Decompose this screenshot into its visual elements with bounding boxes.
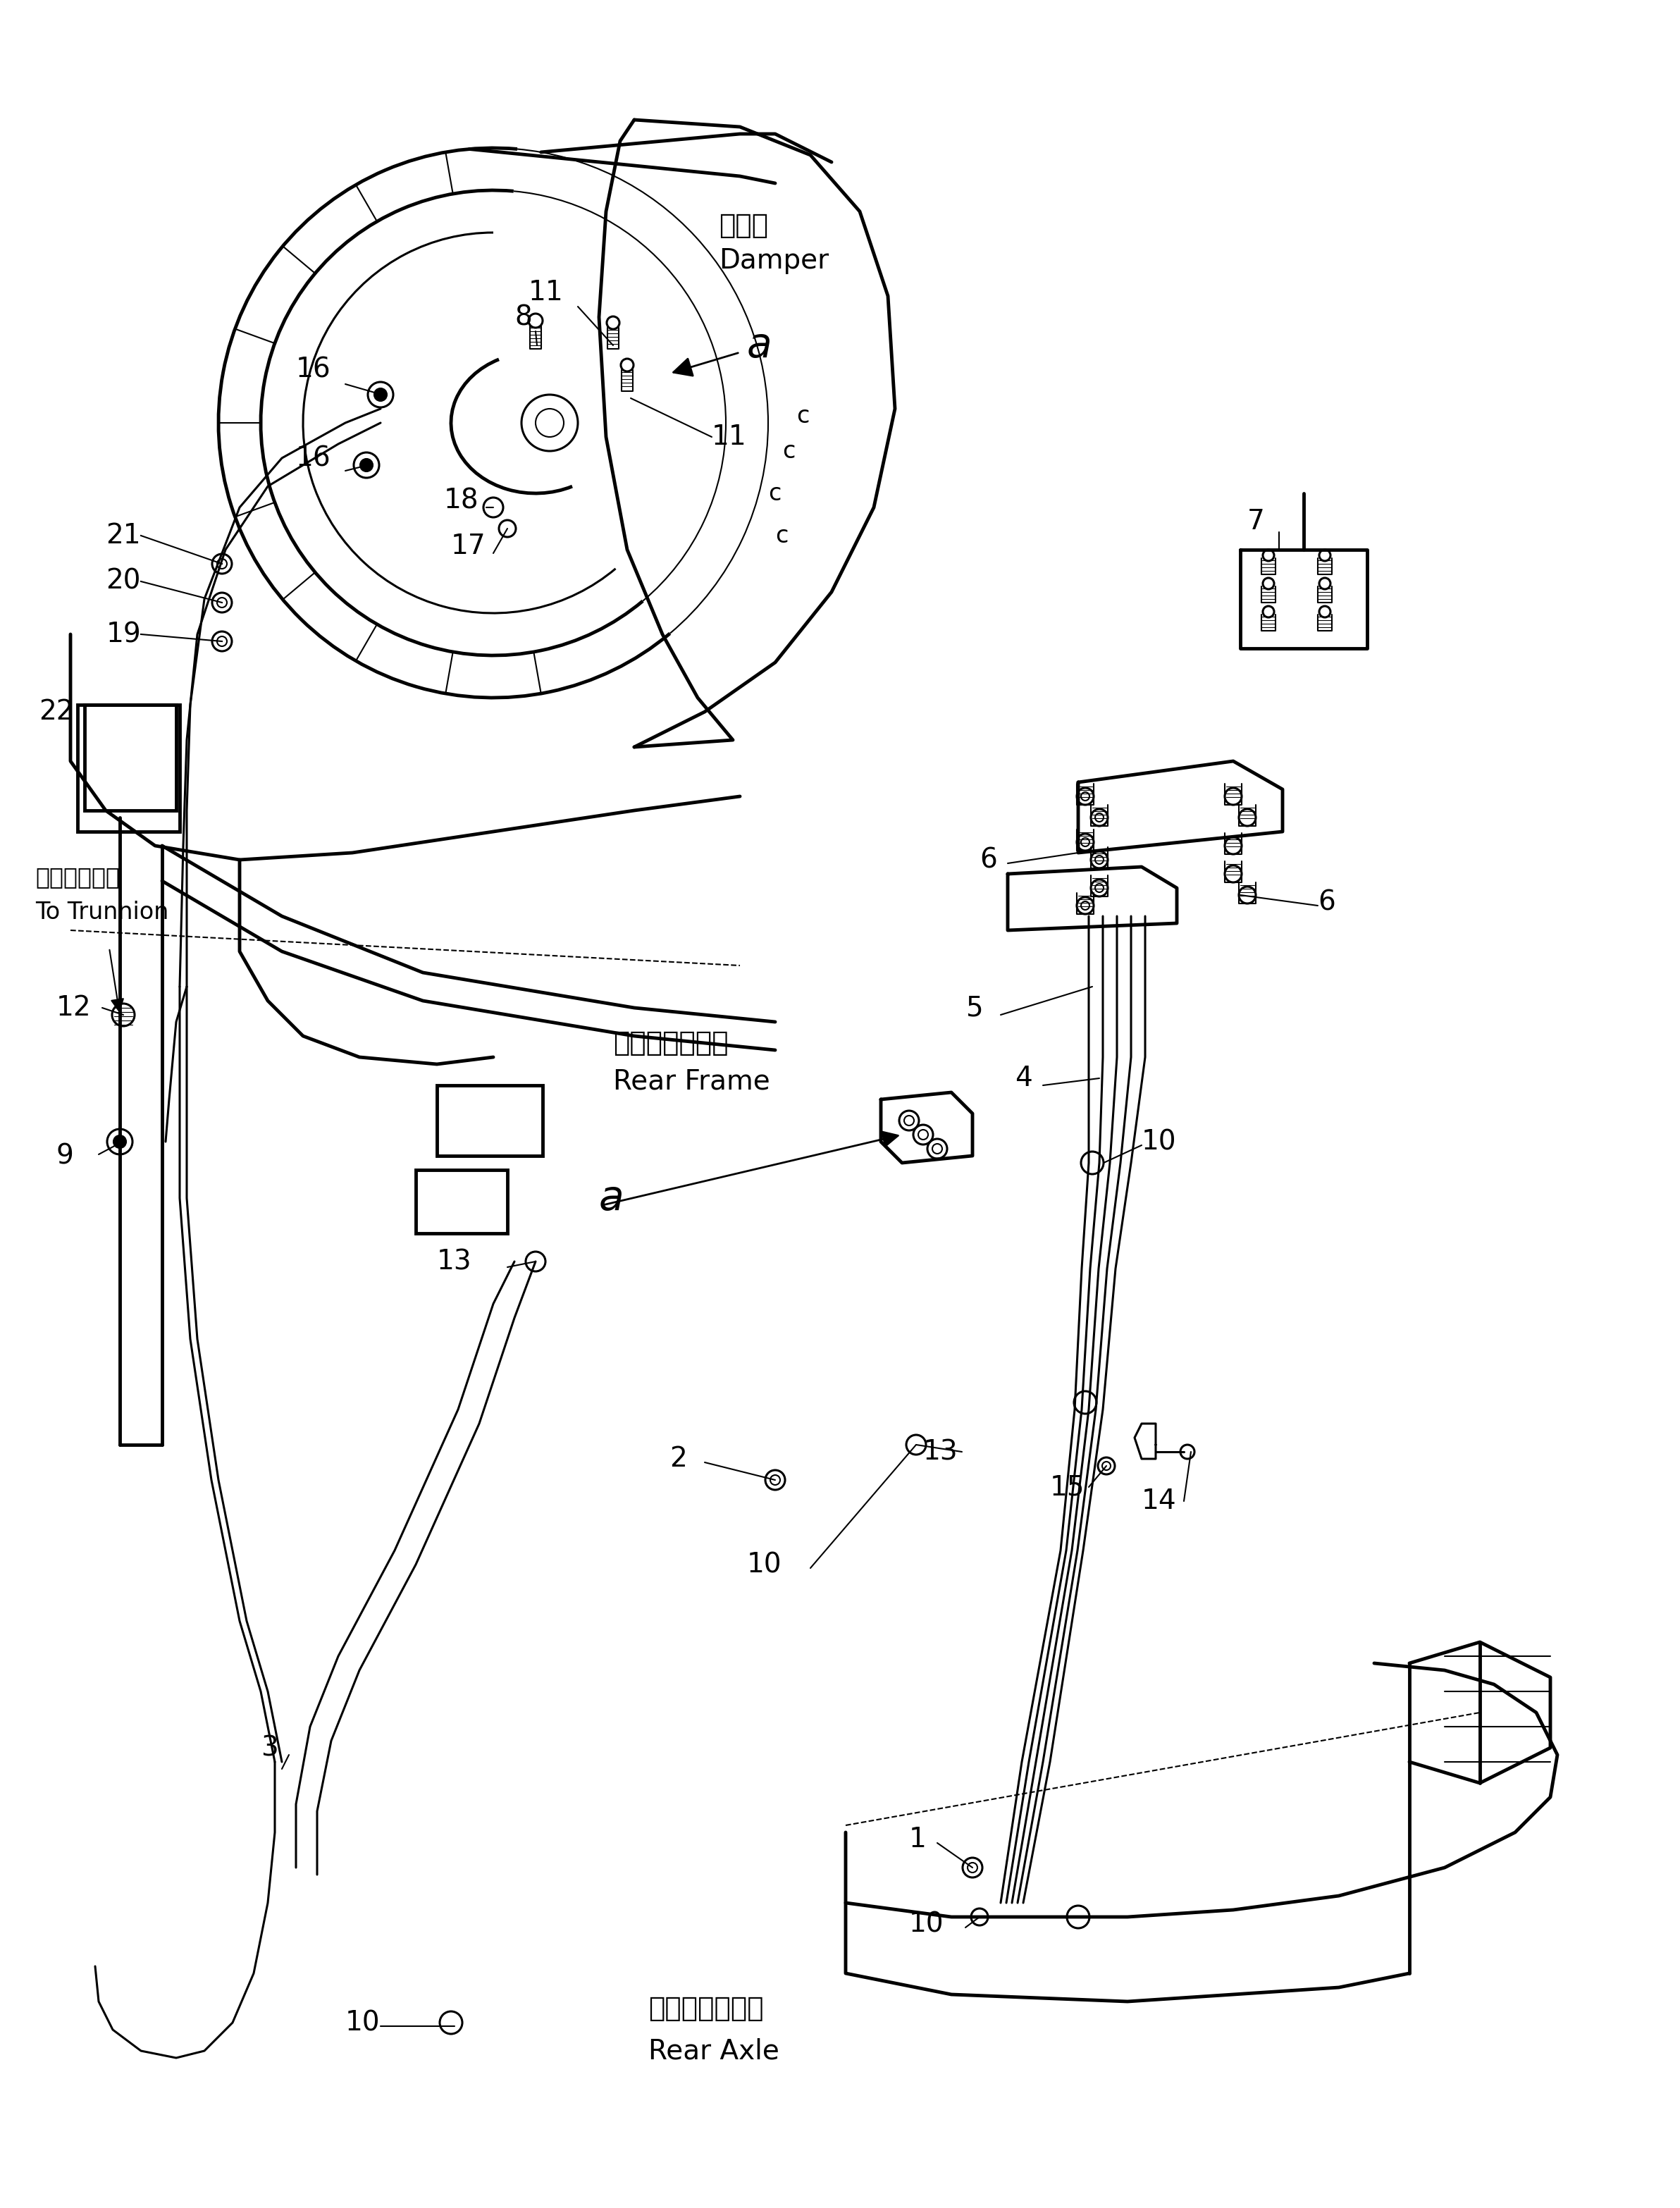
Text: 10: 10	[1142, 1128, 1176, 1155]
Circle shape	[375, 389, 386, 402]
Text: ダンパ: ダンパ	[719, 212, 768, 238]
Text: Rear Axle: Rear Axle	[648, 2038, 780, 2064]
Text: 6: 6	[979, 846, 996, 872]
Text: リヤーフレーム: リヤーフレーム	[613, 1029, 729, 1055]
Text: 13: 13	[922, 1437, 958, 1466]
Text: 6: 6	[1317, 888, 1336, 916]
Bar	[437, 1086, 543, 1155]
Text: 19: 19	[106, 620, 141, 647]
Text: c: c	[774, 523, 788, 548]
Text: 7: 7	[1247, 508, 1265, 534]
Text: Damper: Damper	[719, 247, 828, 274]
Text: 13: 13	[437, 1248, 472, 1274]
Bar	[77, 704, 180, 832]
Text: リヤーアクスル: リヤーアクスル	[648, 1996, 764, 2023]
Text: c: c	[796, 404, 810, 428]
Text: 20: 20	[106, 567, 141, 594]
Text: 10: 10	[346, 2009, 380, 2036]
Text: 5: 5	[966, 994, 983, 1020]
Text: 11: 11	[712, 424, 748, 450]
Text: a: a	[600, 1179, 625, 1219]
Text: 8: 8	[514, 305, 533, 331]
Text: 12: 12	[57, 994, 91, 1020]
Circle shape	[114, 1135, 126, 1148]
Text: a: a	[748, 325, 773, 364]
Text: Rear Frame: Rear Frame	[613, 1069, 769, 1095]
Text: To Trunnion: To Trunnion	[35, 901, 168, 925]
Text: 17: 17	[450, 532, 486, 559]
Text: 11: 11	[529, 278, 563, 307]
Text: c: c	[783, 439, 795, 464]
Bar	[415, 1170, 507, 1234]
Text: 3: 3	[260, 1735, 279, 1762]
Text: 10: 10	[909, 1910, 944, 1936]
Text: 16: 16	[296, 444, 331, 473]
Text: 18: 18	[444, 488, 479, 514]
Text: 9: 9	[57, 1142, 74, 1170]
Text: 22: 22	[39, 698, 74, 724]
Text: 21: 21	[106, 523, 141, 550]
Text: トラニオンへ: トラニオンへ	[35, 866, 119, 890]
Text: 14: 14	[1142, 1488, 1176, 1515]
Text: 1: 1	[909, 1826, 927, 1853]
Text: 4: 4	[1015, 1064, 1032, 1091]
Bar	[84, 704, 176, 810]
Text: 2: 2	[669, 1446, 687, 1473]
Text: 16: 16	[296, 358, 331, 384]
Circle shape	[360, 459, 373, 473]
Text: 10: 10	[748, 1552, 781, 1579]
Text: c: c	[768, 481, 781, 506]
Text: 15: 15	[1050, 1473, 1085, 1501]
